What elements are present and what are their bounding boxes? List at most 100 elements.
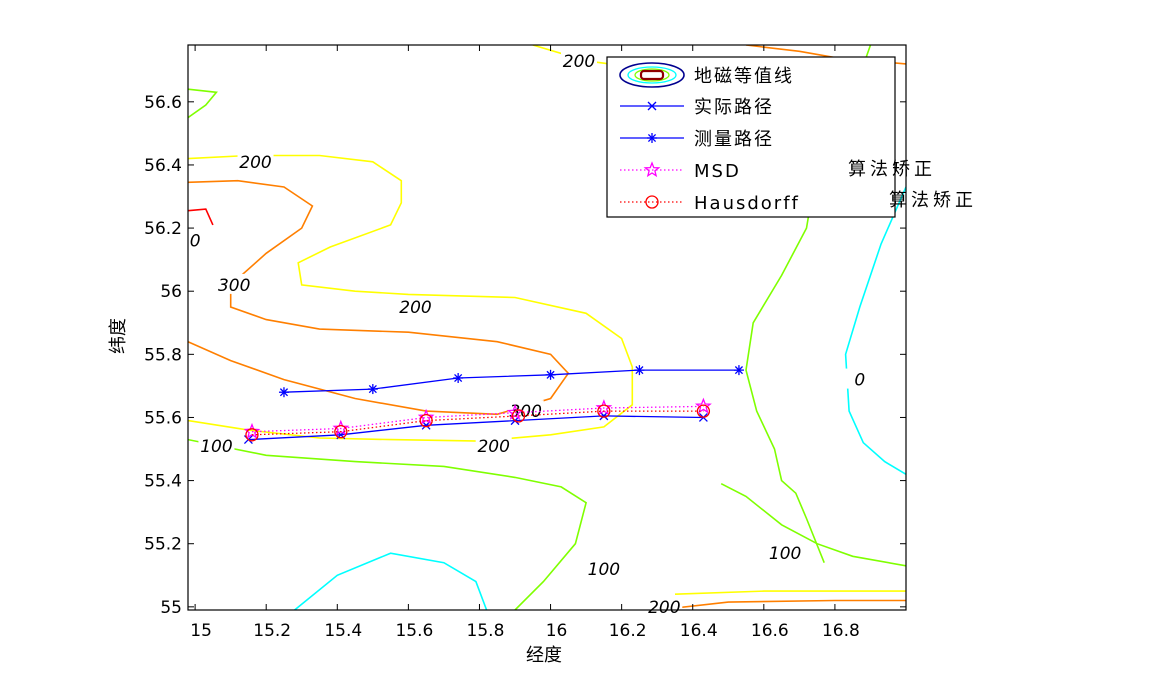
contour-label: 100 [588, 560, 620, 580]
contour-label-bg [475, 434, 512, 455]
legend-contour-icon [619, 62, 685, 88]
contour-line-100-9 [188, 88, 218, 119]
x-tick-label: 15 [190, 621, 212, 641]
y-axis-label: 纬度 [108, 318, 129, 354]
contour-label: 200 [399, 298, 431, 318]
contour-line-0-8 [294, 552, 488, 610]
legend-box [606, 56, 896, 218]
contour-line-300-0 [188, 179, 570, 416]
x-tick-label: 16.8 [822, 621, 860, 641]
y-tick-label: 55.4 [144, 472, 182, 492]
legend-label: MSD [694, 161, 741, 182]
marker-stroke [454, 373, 463, 383]
legend-item-icon [620, 161, 684, 178]
contour-label-bg [198, 434, 235, 455]
marker-circle [419, 413, 433, 428]
marker-stroke [647, 101, 657, 111]
contour-label: 200 [477, 437, 509, 457]
data-point [511, 409, 526, 423]
data-point [647, 101, 657, 111]
marker-stroke [368, 384, 377, 394]
data-point [733, 365, 744, 376]
x-tick-label: 16.4 [680, 621, 718, 641]
legend-item-icon [620, 133, 684, 143]
contour-label: 100 [200, 437, 232, 457]
marker-circle [511, 409, 526, 423]
contour-line-200-1 [188, 154, 634, 442]
data-point [694, 397, 712, 414]
data-point [645, 195, 659, 209]
contour-label-bg [767, 542, 804, 563]
data-point [634, 365, 645, 376]
marker-circle [696, 404, 711, 418]
axes: 15 15.2 15.4 15.6 15.8 16 16.2 16.4 16.6 16.8 55 55… [108, 44, 907, 666]
data-point [419, 413, 433, 428]
contour-label-bg [646, 595, 683, 616]
marker-stroke [546, 370, 555, 379]
x-tick-label: 16.6 [751, 621, 789, 641]
contour-label-bg [177, 229, 214, 250]
x-tick-label: 16 [546, 621, 568, 641]
y-tick-label: 55.8 [144, 345, 182, 365]
x-tick-label: 15.8 [467, 621, 505, 641]
marker-circle [334, 425, 348, 439]
data-point [367, 384, 378, 395]
marker-stroke [279, 388, 289, 397]
contour-label: 200 [239, 153, 271, 173]
series-line [251, 410, 704, 436]
x-axis-label: 经度 [526, 645, 562, 666]
y-tick-label: 56.6 [144, 93, 182, 113]
contour-line-100-5 [720, 482, 906, 567]
y-tick-label: 55.6 [144, 408, 182, 428]
contour-label: 200 [648, 598, 680, 618]
data-point [696, 404, 711, 418]
legend-item-icon [620, 101, 684, 111]
data-point [417, 408, 435, 425]
marker-stroke [734, 366, 744, 375]
y-tick-label: 56 [160, 282, 182, 302]
contour-label-bg [560, 49, 597, 70]
contour-line-100-4 [188, 438, 588, 610]
y-tick-label: 56.4 [144, 156, 182, 176]
annotation-text: 算法矫正 [889, 190, 977, 211]
marker-star [417, 408, 435, 425]
contour-line-200-11 [674, 590, 906, 595]
data-point [545, 369, 556, 380]
legend-label: 测量路径 [694, 129, 774, 150]
x-tick-label: 15.4 [324, 621, 362, 641]
data-point [278, 387, 289, 398]
marker-circle [597, 404, 611, 418]
contour-label: 200 [563, 52, 595, 72]
path-series [243, 365, 744, 445]
series-line [248, 415, 704, 441]
legend-label: 实际路径 [694, 97, 774, 118]
series-1 [278, 365, 744, 398]
data-point [245, 428, 259, 442]
marker-stroke [635, 366, 644, 375]
data-point [334, 425, 348, 439]
data-point [453, 373, 464, 384]
legend-contour-ring [619, 62, 685, 88]
marker-star [694, 397, 712, 414]
contour-label-bg [216, 273, 253, 294]
legend-contour-ring [627, 66, 677, 84]
legend-label: Hausdorff [694, 193, 800, 214]
series-3 [245, 404, 711, 442]
legend-label: 地磁等值线 [694, 66, 794, 87]
data-point [643, 161, 661, 178]
legend-contour-ring [634, 68, 670, 82]
contour-label: 0 [854, 371, 865, 391]
data-point [647, 133, 657, 143]
contour-label-bg [397, 295, 434, 316]
legend-contour-core [639, 69, 665, 81]
axes-box [187, 44, 907, 611]
marker-star [643, 161, 661, 178]
marker-circle [245, 428, 259, 442]
y-tick-label: 55 [160, 598, 182, 618]
contour-label-bg [507, 400, 544, 421]
contour-label-bg [841, 368, 878, 389]
data-point [597, 404, 611, 418]
